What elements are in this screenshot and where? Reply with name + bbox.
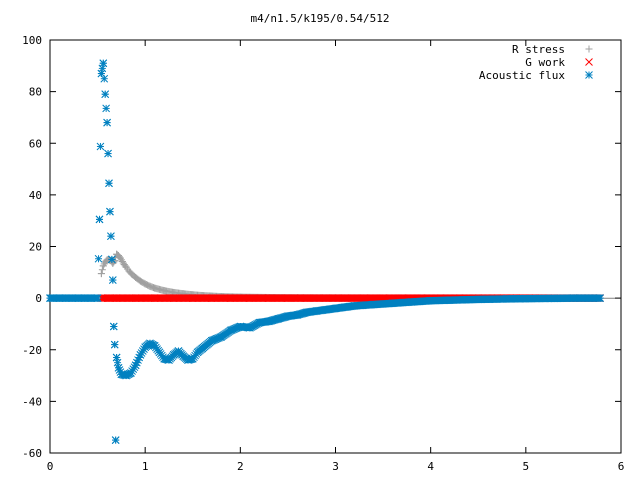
data-point-interp (109, 322, 118, 331)
axis-ticks: 0 1 2 3 4 5 6 -60 -40 -20 0 20 40 60 80 100 (22, 34, 624, 473)
x-tick-label: 3 (332, 460, 339, 473)
data-point-interp (93, 294, 102, 302)
legend-marker (585, 45, 593, 53)
x-tick-label: 6 (618, 460, 625, 473)
chart-title: m4/n1.5/k195/0.54/512 (250, 12, 389, 25)
y-tick-label: -40 (22, 395, 42, 408)
x-tick-label: 0 (47, 460, 54, 473)
x-tick-label: 5 (523, 460, 530, 473)
data-point-interp (107, 232, 115, 241)
y-tick-label: -20 (22, 344, 42, 357)
y-tick-label: 100 (22, 34, 42, 47)
data-point-interp (596, 294, 604, 302)
legend-label: R stress (512, 43, 565, 56)
plot-frame (49, 39, 622, 454)
data-point-interp (102, 104, 111, 113)
data-point-interp (108, 276, 117, 284)
data-point-interp (97, 270, 105, 278)
data-point-interp (111, 257, 119, 265)
series-r-stress (97, 250, 604, 302)
x-tick-label: 2 (237, 460, 244, 473)
data-point-interp (110, 340, 119, 349)
data-point-interp (95, 215, 104, 224)
legend-marker (585, 71, 593, 79)
y-tick-label: 20 (29, 241, 42, 254)
legend-label: Acoustic flux (479, 69, 565, 82)
data-point-interp (103, 118, 111, 127)
data-point-interp (99, 59, 108, 68)
data-point-interp (98, 266, 106, 274)
data-points (46, 59, 604, 444)
y-tick-label: 80 (29, 86, 42, 99)
data-point-interp (104, 149, 112, 158)
data-point-interp (130, 363, 139, 372)
data-point-interp (108, 255, 116, 264)
y-tick-label: -60 (22, 447, 42, 460)
y-tick-label: 60 (29, 137, 42, 150)
data-point-interp (105, 179, 113, 188)
y-tick-label: 40 (29, 189, 42, 202)
y-tick-label: 0 (35, 292, 42, 305)
data-point-interp (101, 90, 110, 99)
legend-marker (585, 58, 593, 66)
data-point-interp (106, 207, 114, 216)
data-point-interp (94, 254, 103, 263)
data-point-interp (100, 74, 109, 83)
x-tick-label: 1 (142, 460, 149, 473)
data-point-interp (96, 142, 105, 151)
data-point-interp (111, 436, 120, 444)
series-acoustic-flux (46, 59, 604, 444)
x-tick-label: 4 (427, 460, 434, 473)
legend-label: G work (525, 56, 565, 69)
